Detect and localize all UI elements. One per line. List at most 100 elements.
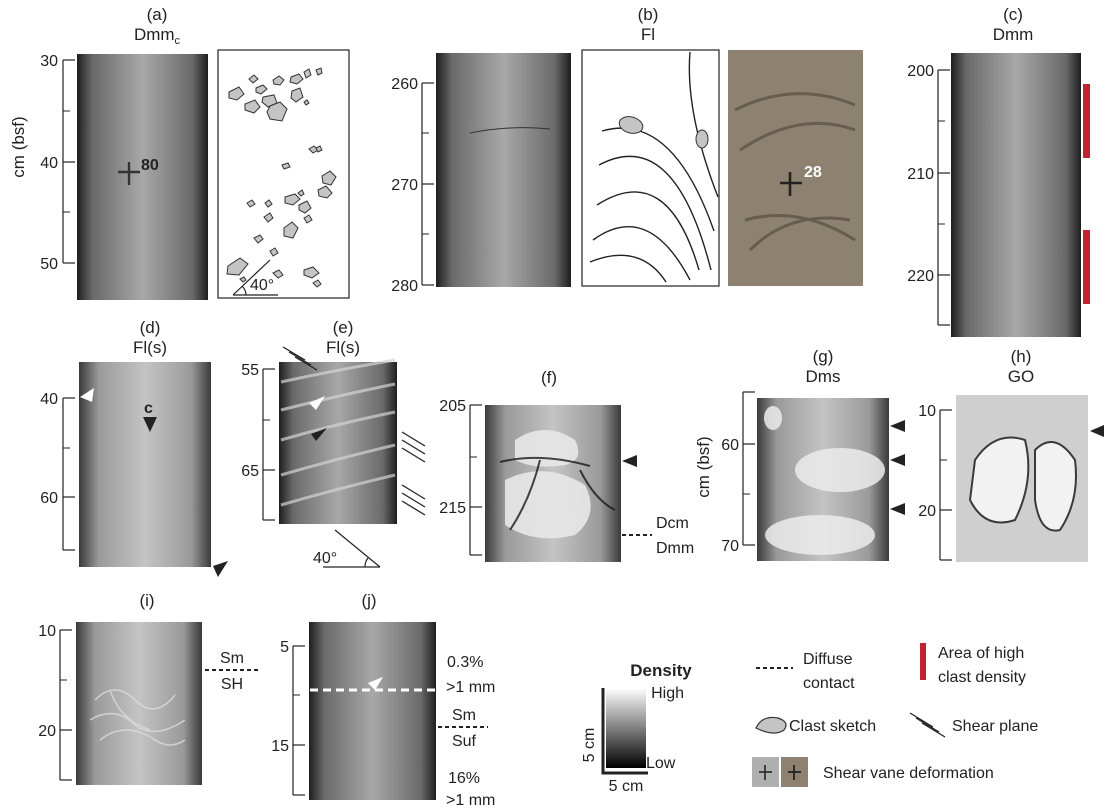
- laminae-lines: [589, 51, 719, 283]
- arrowhead-black: [311, 428, 327, 441]
- panel-a-axis-title: cm (bsf): [9, 116, 28, 177]
- panel-c: (c) Dmm 200 210 220: [907, 5, 1090, 337]
- arrowhead-black: [213, 561, 228, 577]
- panel-d: (d) Fl(s) 40 60 c: [40, 318, 228, 577]
- scale-bar: [601, 688, 648, 775]
- panel-j-lower-pct: 16%: [448, 770, 480, 787]
- panel-i: (i) 10 20 Sm SH: [38, 591, 260, 785]
- panel-c-ct-image: [951, 53, 1081, 337]
- panel-b-tick-270: 270: [391, 177, 418, 194]
- arrowhead-black: [890, 503, 905, 515]
- arrowhead-white: [368, 677, 383, 690]
- arrowhead-black: [143, 417, 157, 432]
- panel-a-angle: 40°: [250, 277, 274, 294]
- shear-plane-icon: [401, 484, 426, 516]
- panel-d-marker-label: c: [144, 400, 153, 417]
- arrowhead-black: [890, 454, 905, 466]
- panel-c-tick-220: 220: [907, 268, 934, 285]
- panel-j-label: (j): [361, 591, 376, 610]
- panel-h-tick-10: 10: [918, 403, 936, 420]
- legend-shear-plane-icon: [909, 712, 946, 738]
- angle-indicator: [323, 529, 381, 568]
- panel-d-label: (d): [140, 318, 161, 337]
- panel-h-tick-20: 20: [918, 503, 936, 520]
- density-title: Density: [630, 661, 692, 680]
- panel-f-contact-upper: Dcm: [656, 515, 689, 532]
- legend-vane: Shear vane deformation: [823, 765, 994, 782]
- legend-shear: Shear plane: [952, 718, 1038, 735]
- panel-j-tick-5: 5: [280, 639, 289, 656]
- panel-f-label: (f): [541, 368, 557, 387]
- legend-area-2: clast density: [938, 669, 1026, 686]
- panel-e-angle: 40°: [313, 550, 337, 567]
- legend-clast-icon: [755, 716, 787, 734]
- legend-area-1: Area of high: [938, 645, 1024, 662]
- panel-h-label: (h): [1011, 347, 1032, 366]
- panel-j-ct-image: [309, 622, 436, 800]
- shear-vane-mark: [780, 172, 802, 196]
- density-low: Low: [646, 755, 676, 772]
- panel-f: (f) 205 215 Dcm Dmm: [439, 368, 694, 562]
- panel-d-tick-40: 40: [40, 391, 58, 408]
- panel-j-contact-upper: Sm: [452, 707, 476, 724]
- density-high: High: [651, 685, 684, 702]
- panel-b-vane-value: 28: [804, 164, 822, 181]
- panel-h-facies-code: GO: [1008, 367, 1034, 386]
- panel-a-tick-30: 30: [40, 53, 58, 70]
- legend-diffuse-2: contact: [803, 675, 855, 692]
- panel-j-upper-pct: 0.3%: [447, 654, 483, 671]
- arrowhead-black: [1090, 425, 1104, 437]
- high-density-bar: [1083, 230, 1090, 304]
- panel-i-contact-upper: Sm: [220, 650, 244, 667]
- panel-b-label: (b): [638, 5, 659, 24]
- panel-j: (j) 5 15 0.3% >1 mm Sm Suf 16% >1 mm: [271, 591, 495, 809]
- panel-d-facies-code: Fl(s): [133, 338, 167, 357]
- panel-f-contact-lower: Dmm: [656, 540, 694, 557]
- panel-a-tick-50: 50: [40, 256, 58, 273]
- clast-sketches: [226, 67, 337, 288]
- arrowhead-black: [890, 420, 905, 432]
- arrowhead-black: [622, 455, 637, 467]
- panel-d-tick-60: 60: [40, 490, 58, 507]
- panel-b-tick-280: 280: [391, 278, 418, 295]
- panel-i-label: (i): [139, 591, 154, 610]
- scale-vertical-label: 5 cm: [581, 728, 598, 763]
- legend-diffuse-1: Diffuse: [803, 651, 853, 668]
- legend-high-density-bar: [920, 643, 926, 680]
- panel-i-tick-10: 10: [38, 623, 56, 640]
- scale-horizontal-label: 5 cm: [609, 778, 644, 795]
- panel-f-tick-205: 205: [439, 398, 466, 415]
- panel-e-facies-code: Fl(s): [326, 338, 360, 357]
- panel-a: (a) Dmmc cm (bsf) 30 40 50 80: [9, 5, 350, 300]
- panel-g-tick-70: 70: [721, 538, 739, 555]
- shear-plane-icon: [282, 346, 318, 371]
- panel-g-tick-60: 60: [721, 437, 739, 454]
- panel-i-contact-lower: SH: [221, 676, 243, 693]
- panel-a-tick-40: 40: [40, 155, 58, 172]
- panel-b-vane-photo: [728, 50, 863, 286]
- shear-vane-mark: [118, 162, 140, 185]
- panel-d-ct-image: [79, 362, 211, 567]
- shear-plane-icon: [401, 431, 426, 463]
- panel-e-tick-55: 55: [241, 362, 259, 379]
- panel-b: (b) Fl 260 270 280: [391, 5, 863, 295]
- panel-b-tick-260: 260: [391, 76, 418, 93]
- panel-a-vane-value: 80: [141, 157, 159, 174]
- panel-i-tick-20: 20: [38, 723, 56, 740]
- angle-indicator: [232, 259, 278, 296]
- legend: Diffuse contact Area of high clast densi…: [752, 643, 1038, 787]
- arrowhead-white: [309, 396, 325, 410]
- panel-j-tick-15: 15: [271, 738, 289, 755]
- panel-j-lower-size: >1 mm: [446, 792, 495, 809]
- panel-b-facies-code: Fl: [641, 25, 655, 44]
- panel-b-laminae-sketch: [581, 49, 720, 287]
- density-gradient: [606, 688, 646, 768]
- panel-b-ct-image: [436, 53, 571, 287]
- panel-c-label: (c): [1003, 5, 1023, 24]
- panel-c-tick-200: 200: [907, 63, 934, 80]
- panel-f-tick-215: 215: [439, 500, 466, 517]
- panel-e: (e) Fl(s) 55 65: [241, 318, 426, 568]
- panel-g-label: (g): [813, 347, 834, 366]
- legend-clast: Clast sketch: [789, 718, 876, 735]
